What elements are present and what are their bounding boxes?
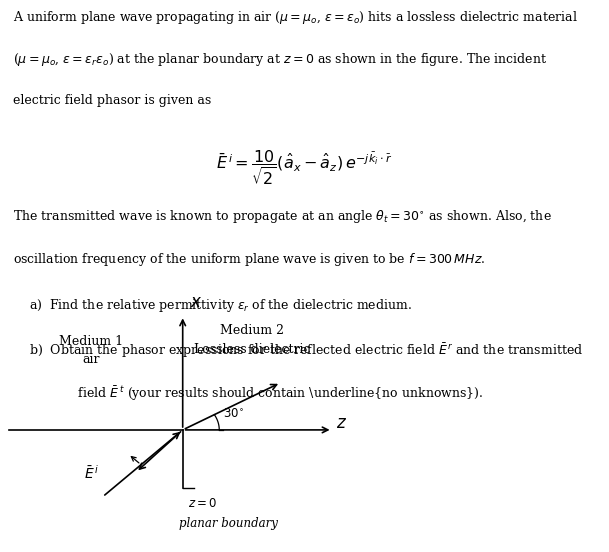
Text: ($\mu = \mu_o$, $\varepsilon = \varepsilon_r \varepsilon_o$) at the planar bound: ($\mu = \mu_o$, $\varepsilon = \varepsil…: [13, 51, 547, 68]
Text: Medium 1: Medium 1: [59, 335, 124, 348]
Text: $\bar{E}^{\,i}$: $\bar{E}^{\,i}$: [84, 464, 99, 481]
Text: b)  Obtain the phasor expressions for the reflected electric field $\bar{E}^{\,r: b) Obtain the phasor expressions for the…: [29, 342, 583, 360]
Text: field $\bar{E}^{\,t}$ (your results should contain \underline{no unknowns}).: field $\bar{E}^{\,t}$ (your results shou…: [58, 384, 484, 403]
Text: $z$: $z$: [336, 415, 347, 432]
Text: $30^{\circ}$: $30^{\circ}$: [223, 408, 244, 421]
Text: The transmitted wave is known to propagate at an angle $\theta_t = 30^{\circ}$ a: The transmitted wave is known to propaga…: [13, 208, 552, 225]
Text: $z = 0$: $z = 0$: [188, 497, 217, 510]
Text: air: air: [83, 353, 100, 366]
Text: $\bar{E}^{\,i} = \dfrac{10}{\sqrt{2}}(\hat{a}_x - \hat{a}_z)\,e^{-j\bar{k}_i \cd: $\bar{E}^{\,i} = \dfrac{10}{\sqrt{2}}(\h…: [216, 149, 393, 188]
Text: oscillation frequency of the uniform plane wave is given to be $f = 300\,MHz$.: oscillation frequency of the uniform pla…: [13, 251, 486, 268]
Text: Medium 2: Medium 2: [220, 324, 284, 337]
Text: Lossless dielectric: Lossless dielectric: [194, 343, 311, 355]
Text: electric field phasor is given as: electric field phasor is given as: [13, 94, 212, 107]
Text: planar boundary: planar boundary: [179, 517, 278, 530]
Text: a)  Find the relative permittivity $\varepsilon_r$ of the dielectric medium.: a) Find the relative permittivity $\vare…: [29, 297, 412, 314]
Text: $x$: $x$: [190, 294, 202, 311]
Text: A uniform plane wave propagating in air ($\mu = \mu_o$, $\varepsilon = \varepsil: A uniform plane wave propagating in air …: [13, 9, 578, 26]
